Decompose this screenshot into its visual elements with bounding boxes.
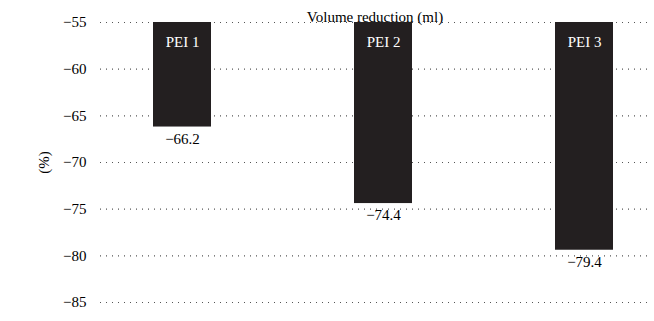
svg-text:−79.4: −79.4 <box>567 254 602 270</box>
svg-text:−75: −75 <box>63 201 86 217</box>
svg-text:(%): (%) <box>36 151 53 174</box>
svg-text:−60: −60 <box>63 61 86 77</box>
svg-text:−85: −85 <box>63 294 86 310</box>
svg-text:−55: −55 <box>63 14 86 30</box>
svg-text:PEI 3: PEI 3 <box>568 34 602 50</box>
svg-text:−65: −65 <box>63 108 86 124</box>
svg-text:Volume reduction (ml): Volume reduction (ml) <box>307 9 443 26</box>
svg-text:−74.4: −74.4 <box>366 207 401 223</box>
svg-text:PEI 1: PEI 1 <box>166 34 200 50</box>
svg-text:−66.2: −66.2 <box>165 131 200 147</box>
svg-text:PEI 2: PEI 2 <box>367 34 401 50</box>
svg-text:−70: −70 <box>63 154 86 170</box>
svg-text:−80: −80 <box>63 248 86 264</box>
